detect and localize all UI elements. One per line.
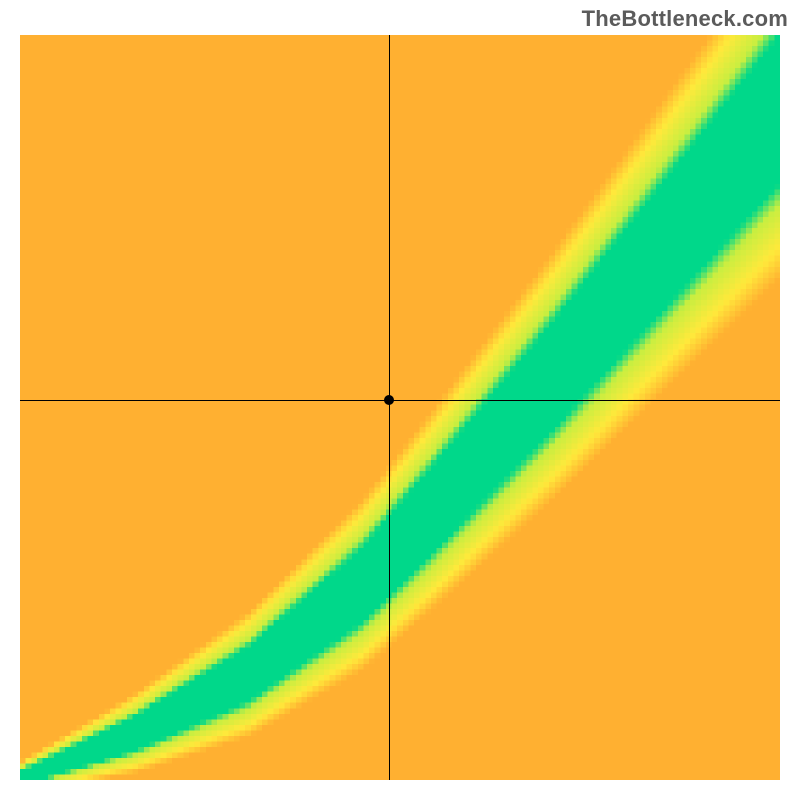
chart-container: TheBottleneck.com — [0, 0, 800, 800]
bottleneck-heatmap — [20, 35, 780, 780]
plot-area — [20, 35, 780, 780]
watermark-text: TheBottleneck.com — [582, 6, 788, 32]
